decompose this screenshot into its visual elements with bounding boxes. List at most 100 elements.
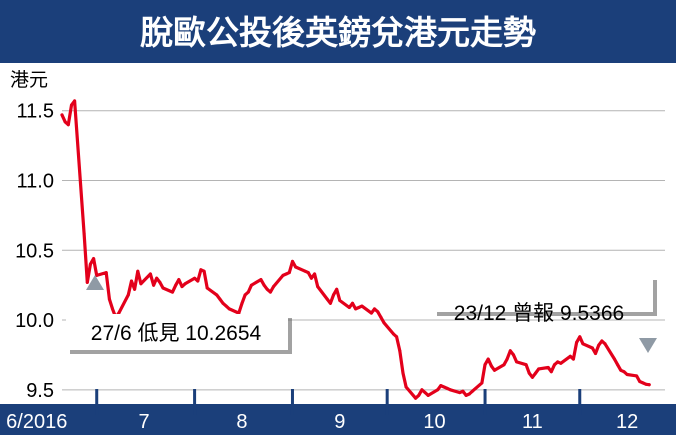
x-tick-label: 9: [334, 411, 345, 433]
data-point: [467, 392, 471, 396]
data-point: [335, 287, 339, 291]
data-point: [448, 388, 452, 392]
data-point: [524, 363, 528, 367]
data-point: [398, 349, 402, 353]
data-point: [224, 304, 228, 308]
data-point: [590, 346, 594, 350]
data-point: [63, 120, 67, 124]
x-axis: 6/2016 7 8 9 10 11 12: [0, 389, 676, 435]
data-point: [205, 286, 209, 290]
data-point: [575, 340, 579, 344]
month-divider: [385, 389, 389, 415]
data-point: [92, 257, 96, 261]
data-point: [196, 279, 200, 283]
data-point: [489, 364, 493, 368]
data-point: [534, 371, 538, 375]
data-point: [417, 393, 421, 397]
data-point: [338, 299, 342, 302]
data-point: [60, 113, 64, 117]
data-point: [638, 380, 642, 383]
x-tick-label: 11: [522, 411, 543, 433]
data-point: [227, 307, 231, 311]
data-point: [117, 311, 121, 315]
data-point: [161, 286, 165, 290]
data-point: [395, 335, 399, 339]
data-point: [373, 307, 376, 311]
data-point: [502, 363, 506, 367]
data-point: [332, 293, 335, 297]
data-point: [95, 273, 99, 277]
data-point: [556, 360, 560, 364]
data-point: [66, 123, 70, 127]
data-point: [619, 368, 623, 372]
data-point: [458, 391, 462, 395]
y-tick-label: 10.5: [15, 240, 54, 262]
data-point: [553, 363, 556, 367]
data-point: [152, 283, 156, 287]
data-point: [237, 311, 241, 315]
data-point: [328, 301, 332, 305]
data-point: [199, 268, 203, 272]
data-point: [171, 290, 174, 294]
data-point: [155, 276, 159, 280]
data-point: [246, 290, 250, 294]
data-point: [243, 293, 247, 297]
data-point: [515, 360, 519, 364]
annotations: 27/6 低見 10.2654 23/12 曾報 9.5366: [66, 275, 657, 354]
data-point: [635, 374, 639, 378]
month-divider: [193, 389, 197, 415]
data-point: [325, 297, 329, 301]
data-point: [309, 276, 313, 280]
data-point: [218, 297, 222, 301]
data-point: [505, 357, 509, 361]
data-point: [259, 278, 263, 282]
data-point: [647, 383, 651, 387]
data-point: [265, 287, 269, 291]
data-point: [423, 391, 427, 395]
data-point: [287, 271, 291, 275]
data-point: [470, 389, 474, 393]
data-point: [376, 310, 380, 314]
data-point: [625, 373, 629, 376]
data-point: [527, 371, 531, 375]
data-points: [60, 99, 651, 400]
data-point: [644, 382, 648, 386]
x-axis-labels: 6/2016 7 8 9 10 11 12: [6, 411, 638, 433]
data-point: [303, 269, 307, 273]
data-point: [70, 103, 73, 107]
month-divider: [95, 389, 99, 415]
data-point: [215, 293, 219, 297]
data-point: [136, 269, 140, 273]
y-tick-label: 9.5: [26, 380, 54, 402]
data-point: [104, 271, 108, 275]
data-point: [262, 283, 266, 287]
data-point: [379, 315, 383, 319]
data-point: [537, 367, 541, 371]
data-point: [530, 375, 534, 379]
data-point: [597, 343, 601, 347]
month-dividers: [95, 389, 582, 415]
data-point: [512, 353, 515, 357]
data-point: [177, 278, 181, 282]
data-point: [559, 361, 563, 365]
data-point: [82, 232, 86, 235]
data-point: [88, 262, 92, 266]
data-point: [73, 99, 77, 103]
data-point: [347, 306, 351, 309]
data-point: [486, 357, 490, 361]
data-point: [313, 272, 317, 276]
data-point: [581, 342, 585, 346]
data-point: [641, 381, 645, 385]
data-point: [442, 385, 446, 389]
data-point: [616, 363, 620, 367]
x-tick-label: 7: [139, 411, 150, 433]
data-point: [480, 381, 484, 385]
data-point: [382, 321, 386, 325]
data-point: [508, 349, 512, 353]
data-point: [133, 287, 137, 291]
callout-label: 27/6 低見 10.2654: [91, 322, 262, 345]
x-axis-bar: [0, 404, 676, 435]
data-point: [148, 272, 152, 276]
